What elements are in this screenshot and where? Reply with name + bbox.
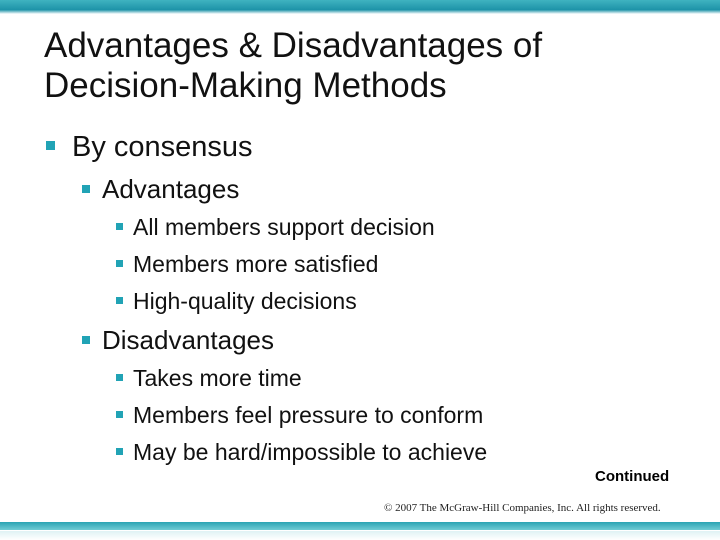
title-line-1: Advantages & Disadvantages of (44, 26, 543, 65)
topic-text: By consensus (72, 131, 253, 163)
square-bullet-icon (116, 411, 123, 419)
bullet-disadvantage-item: Takes more time (116, 364, 302, 392)
disadvantages-label: Disadvantages (102, 325, 274, 355)
disadvantage-item-text: Takes more time (133, 365, 302, 391)
square-bullet-icon (116, 297, 123, 305)
square-bullet-icon (82, 185, 90, 194)
advantages-label: Advantages (102, 174, 240, 204)
top-accent-bar (0, 0, 720, 14)
square-bullet-icon (116, 374, 123, 382)
continued-label: Continued (595, 468, 670, 485)
bullet-advantage-item: All members support decision (116, 213, 435, 241)
slide-title: Advantages & Disadvantages of Decision-M… (44, 26, 684, 106)
disadvantage-item-text: May be hard/impossible to achieve (133, 439, 488, 465)
copyright-notice: © 2007 The McGraw-Hill Companies, Inc. A… (384, 502, 661, 514)
square-bullet-icon (46, 140, 55, 150)
disadvantage-item-text: Members feel pressure to conform (133, 402, 484, 428)
bullet-advantages: Advantages (82, 174, 239, 204)
bullet-advantage-item: Members more satisfied (116, 250, 378, 278)
bullet-disadvantages: Disadvantages (82, 325, 274, 355)
advantage-item-text: All members support decision (133, 214, 435, 240)
bullet-advantage-item: High-quality decisions (116, 287, 357, 315)
square-bullet-icon (116, 448, 123, 456)
advantage-item-text: Members more satisfied (133, 251, 379, 277)
bottom-fade-bar (0, 531, 720, 540)
square-bullet-icon (116, 260, 123, 268)
title-line-2: Decision-Making Methods (44, 66, 447, 105)
square-bullet-icon (82, 336, 90, 345)
advantage-item-text: High-quality decisions (133, 288, 357, 314)
bullet-topic: By consensus (46, 130, 253, 164)
bullet-disadvantage-item: May be hard/impossible to achieve (116, 438, 487, 466)
bullet-disadvantage-item: Members feel pressure to conform (116, 401, 483, 429)
square-bullet-icon (116, 223, 123, 231)
bottom-accent-bar (0, 522, 720, 530)
